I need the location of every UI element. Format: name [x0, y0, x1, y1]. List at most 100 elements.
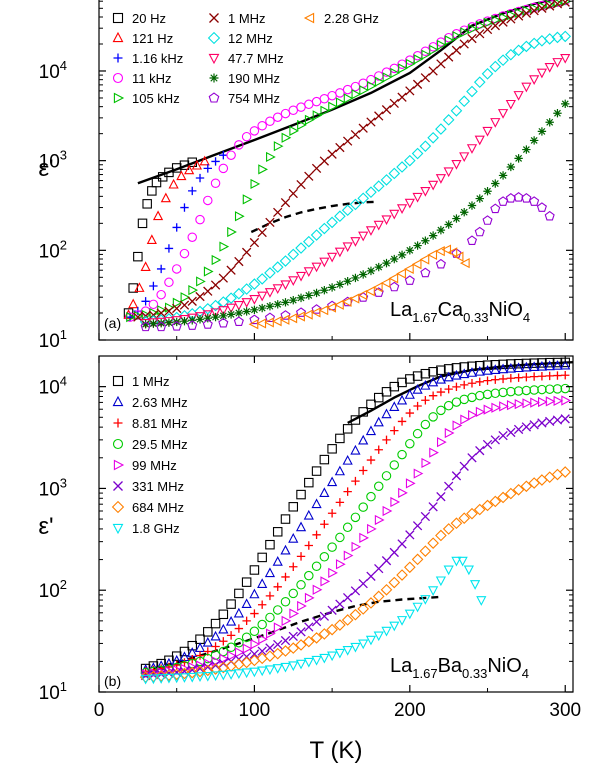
data-point: [521, 358, 532, 369]
data-point: [382, 505, 393, 517]
legend-label: 11 kHz: [132, 71, 172, 86]
panel-b-fit-curves: [153, 361, 573, 670]
data-point: [273, 300, 282, 309]
panel-a-data-points: [123, 0, 572, 332]
data-point: [342, 84, 353, 95]
data-point: [475, 194, 484, 203]
data-point: [436, 387, 446, 397]
panel-b-legend: 1 MHz 2.63 MHz 8.81 MHz 29.5 MHz 99 MHz 331 M…: [111, 374, 188, 536]
data-point: [413, 401, 422, 411]
data-point: [467, 33, 477, 44]
data-point: [505, 487, 517, 500]
data-point: [388, 273, 399, 284]
data-point: [265, 302, 275, 311]
data-point: [529, 358, 539, 368]
data-point: [490, 21, 500, 31]
data-point: [271, 261, 284, 273]
data-point: [249, 626, 260, 637]
data-point: [451, 556, 462, 567]
data-point: [544, 357, 555, 368]
data-point: [381, 556, 392, 566]
data-point: [128, 298, 139, 309]
data-point: [295, 307, 307, 317]
data-point: [257, 600, 267, 609]
legend-label: 190 MHz: [228, 71, 280, 86]
data-point: [382, 72, 393, 83]
data-point: [327, 444, 337, 454]
data-point: [521, 82, 532, 93]
data-point: [320, 576, 331, 587]
plot-frame: [98, 355, 574, 693]
data-point: [148, 299, 159, 310]
data-point: [475, 445, 485, 456]
data-point: [396, 268, 406, 279]
data-point: [342, 592, 353, 603]
data-point: [164, 244, 174, 253]
legend-marker: [112, 72, 124, 84]
data-point: [482, 389, 493, 400]
y-tick-label: 104: [39, 374, 67, 399]
data-point: [459, 394, 469, 405]
fit-curve-dashed: [250, 200, 376, 234]
data-point: [420, 368, 431, 379]
data-point: [257, 578, 268, 588]
data-point: [218, 609, 229, 620]
data-point: [265, 539, 275, 550]
data-point: [536, 360, 548, 371]
data-point: [559, 30, 572, 43]
data-point: [327, 90, 337, 101]
data-point: [156, 317, 167, 328]
data-point: [233, 316, 244, 326]
data-point: [358, 466, 368, 475]
data-point: [280, 635, 291, 646]
data-point: [444, 35, 455, 46]
data-point: [421, 396, 430, 405]
data-point: [211, 642, 220, 651]
data-point: [343, 93, 354, 104]
data-point: [249, 295, 260, 305]
data-point: [452, 214, 461, 223]
data-point: [512, 483, 525, 496]
data-point: [211, 312, 220, 322]
data-point: [420, 511, 431, 522]
data-point: [404, 154, 416, 167]
legend-marker: [112, 395, 124, 407]
data-point: [280, 544, 291, 555]
data-point: [191, 159, 203, 170]
data-point: [436, 365, 446, 375]
panel-b-data-points: [139, 357, 572, 685]
legend-marker: [112, 12, 124, 24]
data-point: [326, 216, 338, 229]
data-point: [126, 311, 136, 323]
panel-b: 0 100 200 300 101 102 103 104 1 MHz 2.63 MHz 8.81…: [38, 355, 581, 764]
series-5: [133, 0, 570, 322]
data-point: [327, 542, 337, 552]
series-0: [140, 357, 570, 674]
data-point: [405, 58, 416, 69]
data-point: [194, 672, 206, 682]
data-point: [319, 552, 330, 562]
data-point: [466, 144, 478, 154]
data-point: [249, 588, 260, 599]
data-point: [134, 282, 145, 292]
data-point: [234, 256, 244, 267]
data-point: [553, 109, 562, 118]
data-point: [460, 208, 469, 217]
data-point: [180, 292, 191, 303]
data-point: [491, 14, 502, 26]
data-point: [458, 95, 471, 108]
data-point: [444, 427, 455, 439]
data-point: [327, 149, 337, 159]
data-point: [319, 487, 330, 497]
data-point: [184, 164, 195, 175]
data-point: [513, 362, 524, 373]
data-point: [396, 204, 408, 214]
data-point: [452, 420, 463, 431]
data-point: [334, 465, 345, 476]
data-point: [420, 267, 431, 278]
data-point: [168, 178, 179, 189]
data-point: [288, 661, 299, 672]
data-point: [234, 647, 245, 658]
